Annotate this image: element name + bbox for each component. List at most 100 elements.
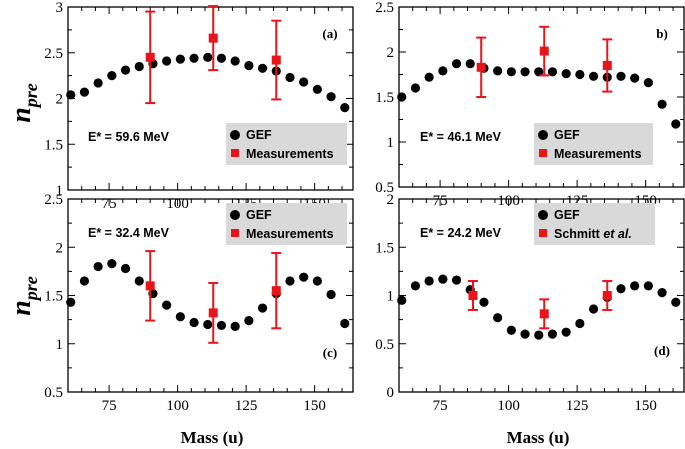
gef-point [561, 69, 571, 79]
x-tick-label: 150 [303, 398, 326, 414]
y-tick-label: 1 [387, 289, 395, 305]
energy-label: E* = 24.2 MeV [420, 226, 502, 240]
legend-marker-measurements [539, 229, 547, 237]
panel-b: 75 100 125 1500.511.522.5GEFMeasurementsE* … [375, 0, 685, 209]
gef-point [175, 54, 185, 64]
gef-point [312, 84, 322, 94]
energy-label: E* = 59.6 MeV [88, 130, 170, 144]
gef-point [588, 71, 599, 81]
gef-point [410, 83, 421, 93]
gef-point [451, 275, 462, 285]
gef-point [561, 327, 571, 337]
y-tick-label: 2.5 [44, 46, 63, 62]
gef-point [230, 321, 240, 331]
gef-point [257, 303, 268, 313]
legend-label-gef: GEF [554, 128, 580, 142]
measurement-point [539, 46, 549, 56]
legend-label-gef: GEF [554, 208, 580, 222]
y-tick-label: 0 [387, 385, 395, 401]
gef-point [520, 329, 530, 339]
gef-point [66, 297, 76, 307]
legend-label-measurements: Measurements [554, 147, 642, 161]
legend-marker-gef [538, 130, 548, 140]
gef-point [438, 66, 448, 76]
measurement-point [208, 33, 218, 43]
gef-point [134, 61, 144, 72]
y-tick-label: 2 [56, 240, 64, 256]
gef-point [506, 325, 516, 335]
y-tick-label: 3 [56, 0, 64, 16]
panel-d: 75 100 125 150 0 0.5 1 1.5 2 GEF Schmitt et al. E* … [375, 192, 685, 414]
measurement-point [145, 52, 155, 62]
gef-point [424, 72, 434, 82]
gef-point [93, 78, 103, 88]
gef-point [520, 67, 530, 77]
gef-point [107, 71, 117, 81]
y-tick-label: 1.5 [375, 90, 394, 106]
y-tick-label: 2 [56, 92, 64, 108]
gef-point [120, 263, 131, 274]
measurement-point [145, 281, 155, 291]
y-tick-label: 0.5 [375, 180, 394, 196]
gef-point [479, 297, 489, 307]
gef-point [189, 317, 199, 328]
panel-label: (d) [654, 343, 670, 358]
gef-point [643, 78, 653, 88]
gef-point [630, 281, 640, 291]
y-tick-label: 2 [387, 45, 395, 61]
gef-point [424, 276, 434, 286]
gef-point [616, 71, 626, 81]
panel-label: (c) [323, 345, 337, 360]
gef-point [79, 276, 90, 286]
gef-point [340, 103, 350, 113]
legend-marker-gef [538, 210, 548, 220]
y-tick-label: 1.5 [44, 137, 63, 153]
y-tick-label: 0.5 [375, 337, 394, 353]
gef-point [547, 329, 558, 339]
measurement-point [208, 308, 218, 318]
x-tick-label: 75 [433, 398, 448, 414]
gef-point [93, 261, 103, 272]
gef-point [203, 52, 213, 62]
y-tick-label: 2.5 [44, 192, 63, 208]
gef-point [244, 315, 254, 326]
gef-point [189, 53, 199, 63]
measurement-point [602, 291, 612, 300]
gef-point [657, 99, 667, 109]
gef-point [506, 67, 516, 77]
gef-point [493, 313, 503, 323]
gef-point [671, 119, 681, 129]
gef-point [534, 330, 544, 340]
gef-point [312, 276, 322, 286]
gef-point [657, 288, 667, 298]
legend-label-gef: GEF [246, 128, 272, 142]
measurement-point [271, 286, 281, 296]
gef-point [299, 272, 309, 282]
legend-marker-measurements [231, 229, 239, 237]
gef-point [493, 66, 503, 76]
x-tick-label: 150 [634, 398, 657, 414]
gef-point [216, 320, 227, 331]
gef-point [438, 274, 448, 284]
legend-marker-measurements [231, 149, 239, 157]
gef-point [134, 276, 144, 286]
measurement-point [602, 61, 612, 70]
y-tick-label: 2.5 [375, 0, 394, 16]
gef-point [203, 319, 213, 330]
gef-point [643, 281, 653, 291]
measurement-point [271, 55, 281, 65]
gef-point [162, 300, 172, 310]
x-axis-label-right: Mass (u) [507, 428, 570, 447]
legend-marker-measurements [539, 149, 547, 157]
y-axis-label-top: npre [6, 83, 41, 123]
gef-point [397, 92, 407, 102]
energy-label: E* = 32.4 MeV [88, 226, 170, 240]
gef-point [285, 276, 295, 286]
gef-point [120, 65, 131, 75]
y-tick-label: 1 [56, 337, 64, 353]
gef-point [630, 73, 640, 83]
y-tick-label: 1 [56, 183, 64, 199]
x-tick-label: 75 [102, 398, 117, 414]
gef-point [534, 67, 544, 77]
